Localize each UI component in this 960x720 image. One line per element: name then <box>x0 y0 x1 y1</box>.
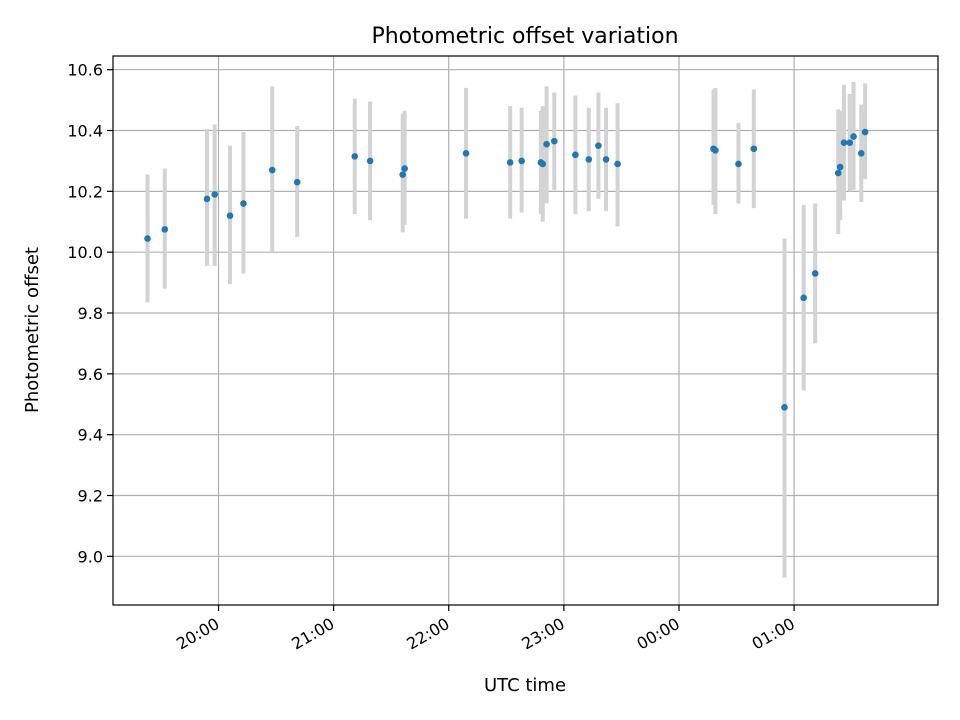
data-point <box>602 156 610 163</box>
data-point <box>240 200 247 207</box>
y-tick-label: 9.4 <box>78 426 103 445</box>
data-point <box>351 153 359 160</box>
data-point <box>462 150 470 157</box>
grid-lines <box>113 56 938 605</box>
data-point <box>846 139 854 146</box>
data-point <box>861 128 869 136</box>
data-point <box>836 163 844 171</box>
data-point <box>840 139 848 146</box>
data-point <box>366 157 374 165</box>
data-point <box>543 140 550 148</box>
x-axis-label: UTC time <box>484 675 566 696</box>
data-point <box>850 133 857 140</box>
data-point <box>857 150 865 157</box>
y-tick-label: 9.2 <box>78 487 103 506</box>
data-point <box>781 403 788 411</box>
data-point <box>203 195 211 203</box>
data-point <box>834 169 842 177</box>
data-point <box>585 156 593 163</box>
y-tick-label: 9.0 <box>78 547 103 566</box>
y-tick-label: 10.4 <box>67 122 103 141</box>
data-point <box>161 226 169 233</box>
data-point <box>712 146 719 154</box>
data-point <box>539 160 547 168</box>
y-tick-label: 9.6 <box>78 365 103 384</box>
data-points <box>144 128 869 411</box>
data-point <box>399 171 407 178</box>
y-axis-ticks: 9.0 9.2 9.4 9.6 9.8 10.0 10.2 10.4 10.6 <box>67 61 113 566</box>
y-tick-label: 10.6 <box>67 61 103 80</box>
data-point <box>550 137 558 145</box>
data-point <box>750 145 758 153</box>
data-point <box>401 165 408 172</box>
chart-title: Photometric offset variation <box>371 24 678 49</box>
data-point <box>268 166 276 174</box>
y-tick-label: 10.0 <box>67 243 103 262</box>
data-point <box>800 294 807 302</box>
y-axis-label: Photometric offset <box>22 247 43 413</box>
data-point <box>595 142 602 150</box>
data-point <box>144 235 151 242</box>
data-point <box>506 159 514 166</box>
data-point <box>293 178 301 186</box>
y-tick-label: 10.2 <box>67 182 103 201</box>
data-point <box>518 157 525 165</box>
data-point <box>226 212 234 219</box>
data-point <box>735 160 742 168</box>
data-point <box>614 160 621 168</box>
y-tick-label: 9.8 <box>78 304 103 323</box>
data-point <box>811 270 819 277</box>
plot-frame <box>112 55 939 606</box>
data-point <box>572 151 579 159</box>
data-point <box>211 191 218 198</box>
